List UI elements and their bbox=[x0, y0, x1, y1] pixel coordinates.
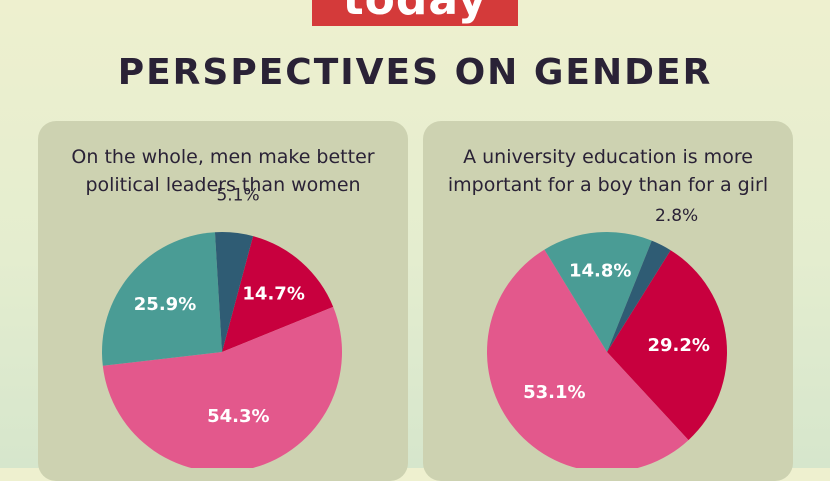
page-title: PERSPECTIVES ON GENDER bbox=[117, 52, 713, 93]
pie-0-label-1: 54.3% bbox=[207, 406, 269, 427]
pie-0-label-3: 5.1% bbox=[216, 185, 259, 205]
pie-1-slice-2 bbox=[544, 231, 652, 352]
pie-1-label-1: 53.1% bbox=[523, 382, 585, 403]
pie-1-slice-3 bbox=[607, 240, 671, 352]
today-logo: today bbox=[312, 0, 518, 26]
chart-panel-left: On the whole, men make better political … bbox=[38, 121, 408, 481]
pie-1-label-0: 29.2% bbox=[647, 335, 709, 356]
chart-question-right: A university education is more important… bbox=[447, 146, 769, 196]
pie-0-label-2: 25.9% bbox=[134, 294, 196, 315]
pie-1-label-3: 2.8% bbox=[655, 206, 698, 226]
pie-1-label-2: 14.8% bbox=[569, 261, 631, 282]
pie-0-slice-3 bbox=[214, 232, 254, 352]
pie-charts: 14.7% 54.3% 25.9% 5.1% 29.2% 53.1% 14.8% 2.8% bbox=[102, 185, 728, 468]
pie-0-label-0: 14.7% bbox=[242, 284, 304, 305]
pie-0-slice-2 bbox=[102, 232, 222, 366]
pie-1-slice-1 bbox=[487, 249, 689, 468]
pie-0-slice-1 bbox=[102, 306, 342, 468]
pie-0-slice-0 bbox=[222, 236, 334, 352]
chart-question-left: On the whole, men make better political … bbox=[71, 146, 375, 196]
pie-1-slice-0 bbox=[607, 250, 728, 441]
logo-text: today bbox=[312, 0, 518, 25]
